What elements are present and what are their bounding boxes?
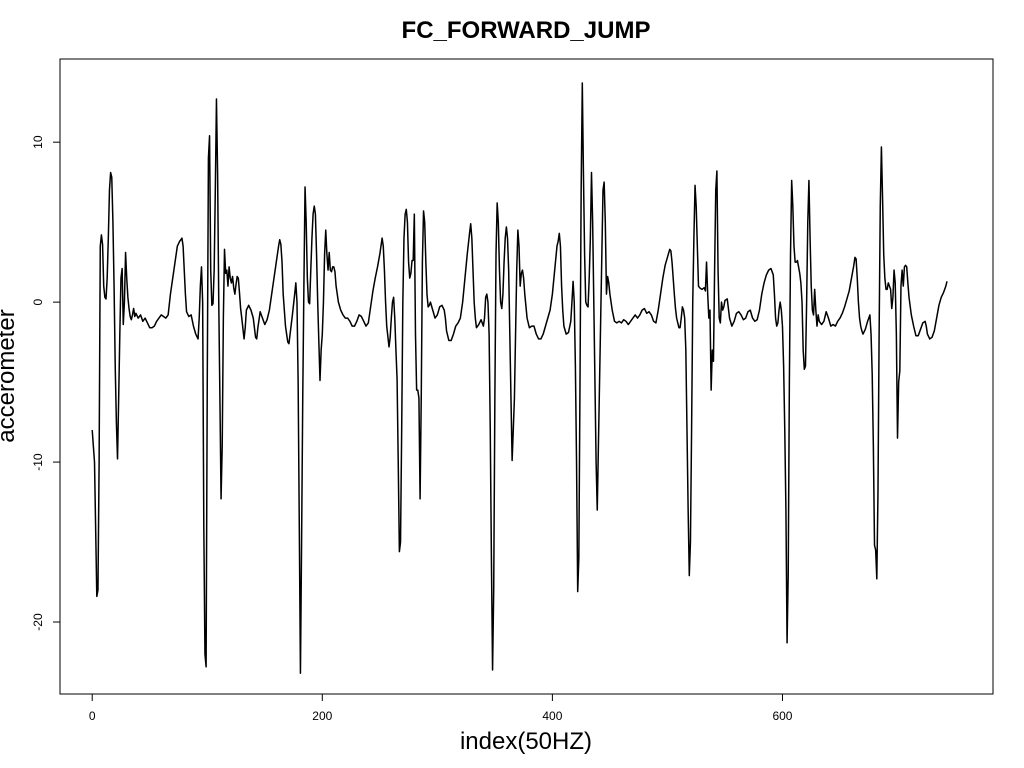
x-tick-label: 400 [542, 709, 562, 723]
plot-frame [59, 58, 994, 695]
y-tick-label: 10 [31, 135, 45, 149]
y-tick-label: -20 [31, 613, 45, 631]
y-tick-label: 0 [31, 298, 45, 305]
series-line-accerometer [91, 82, 948, 674]
chart-title: FC_FORWARD_JUMP [402, 17, 651, 44]
y-axis-label: accerometer [0, 309, 20, 442]
x-tick-label: 0 [89, 709, 96, 723]
y-tick-label: -10 [31, 453, 45, 471]
x-tick-label: 600 [772, 709, 792, 723]
x-axis-label: index(50HZ) [460, 728, 592, 755]
x-tick-label: 200 [312, 709, 332, 723]
x-axis: 0 200 400 600 [89, 693, 793, 723]
y-axis: -20 -10 0 10 [31, 135, 61, 631]
